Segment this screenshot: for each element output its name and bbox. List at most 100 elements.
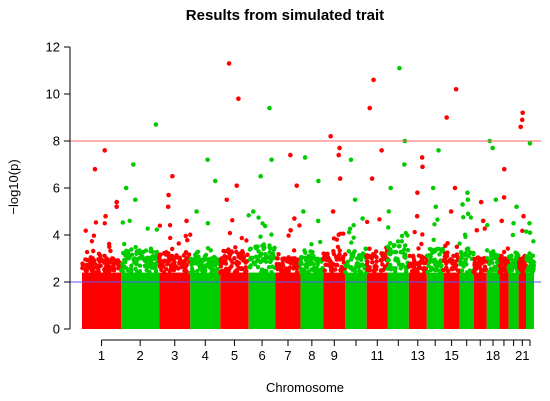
snp-point [157,223,163,228]
snp-point [276,251,281,257]
snp-point [354,256,360,261]
snp-point [379,251,384,256]
snp-point [167,222,173,228]
x-axis: 1 2 3 4 5 6 7 8 9 11 13 15 18 21 [98,339,531,363]
snp-point [445,250,450,255]
snp-point [396,244,402,249]
snp-point [223,266,229,272]
snp-point [167,269,172,274]
snp-point [486,269,491,275]
snp-point [298,259,304,265]
snp-point [122,241,127,247]
snp-point [135,257,141,262]
snp-point [399,233,405,239]
x-tick-label: 2 [137,348,144,363]
snp-top-hit [131,162,136,167]
snp-point [467,250,473,255]
snp-point [402,254,407,259]
y-tick-label: 8 [53,134,60,149]
snp-point [166,259,172,264]
snp-point [374,264,379,269]
snp-point [259,269,264,275]
snp-point [223,249,228,254]
snp-point [148,246,154,251]
snp-point [472,260,477,265]
snp-point [102,221,107,226]
snp-point [378,257,384,263]
chr-12-band [387,272,409,329]
snp-top-hit [397,65,402,71]
snp-point [161,270,167,275]
snp-top-hit [236,96,241,101]
snp-point [502,256,508,261]
snp-point [303,262,308,268]
snp-point [343,252,348,257]
snp-point [357,268,362,274]
snp-point [188,270,193,275]
chr-15-band [443,272,460,329]
snp-point [297,223,302,228]
snp-point [309,253,314,258]
snp-point [169,246,175,252]
x-tick-label: 4 [202,348,209,363]
snp-point [411,261,416,266]
snp-point [255,264,261,270]
snp-point [463,257,468,262]
snp-point [478,267,484,272]
chr-11-band [366,272,388,329]
snp-point [129,252,135,257]
snp-top-hit [444,115,449,120]
snp-point [468,215,474,220]
snp-top-hit [527,141,533,146]
snp-point [492,255,498,261]
snp-point [188,256,194,262]
snp-point [482,264,488,269]
snp-point [526,265,531,270]
snp-point [435,263,440,268]
snp-point [497,269,503,274]
snp-point [90,256,95,261]
snp-top-hit [224,197,230,203]
snp-point [123,253,129,258]
snp-point [485,256,490,261]
chr-19-band [499,272,509,329]
snp-point [257,253,262,259]
snp-point [176,266,181,271]
snp-point [509,253,514,258]
snp-point [520,270,526,275]
snp-point [374,254,379,260]
chr-18-band [486,272,500,329]
snp-point [145,256,151,261]
snp-point [367,254,372,260]
snp-top-hit [92,166,98,172]
snp-point [126,249,131,254]
x-tick-label: 15 [444,348,458,363]
snp-point [508,256,514,262]
snp-point [479,261,484,266]
snp-point [109,256,115,261]
snp-point [164,266,169,272]
snp-point [421,260,427,266]
snp-point [524,257,529,263]
snp-point [84,268,89,274]
snp-point [303,250,308,255]
snp-point [233,245,238,250]
snp-point [527,251,532,256]
snp-top-hit [226,61,232,66]
snp-point [93,270,98,275]
snp-point [374,259,379,264]
snp-point [135,249,140,254]
chr-5-band [220,272,249,329]
snp-point [377,217,382,222]
snp-top-hit [379,148,384,153]
x-tick-label: 18 [486,348,500,363]
chr-2-band [121,272,160,329]
snp-point [388,247,393,252]
snp-top-hit [402,162,407,167]
snp-point [177,255,183,260]
snp-point [429,265,434,270]
snp-point [386,209,391,214]
snp-top-hit [415,190,420,195]
snp-top-hit [367,105,373,111]
